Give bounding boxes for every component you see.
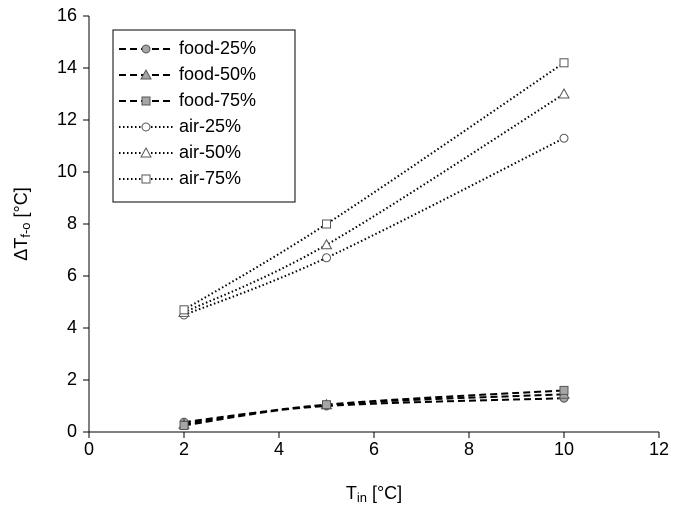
series-line xyxy=(183,61,565,311)
y-tick-label: 2 xyxy=(67,369,77,389)
y-tick-label: 12 xyxy=(57,109,77,129)
legend-label: air-50% xyxy=(179,142,241,162)
legend-label: air-25% xyxy=(179,116,241,136)
marker xyxy=(179,421,189,430)
series-line xyxy=(183,393,565,426)
y-tick-label: 8 xyxy=(67,213,77,233)
x-tick-label: 2 xyxy=(179,439,189,459)
y-label-unit: [°C] xyxy=(11,187,31,222)
marker xyxy=(320,238,333,250)
marker xyxy=(140,68,152,80)
legend-label: food-75% xyxy=(179,90,256,110)
legend-label: food-50% xyxy=(179,64,256,84)
series-line xyxy=(183,397,565,424)
marker xyxy=(559,133,569,143)
marker xyxy=(141,96,151,106)
y-label-main: ΔT xyxy=(11,238,31,261)
y-tick-label: 6 xyxy=(67,265,77,285)
y-tick-label: 16 xyxy=(57,5,77,25)
x-tick-label: 4 xyxy=(274,439,284,459)
x-tick-label: 8 xyxy=(464,439,474,459)
series-line xyxy=(183,93,565,314)
legend-box xyxy=(112,29,296,203)
x-label-sub: in xyxy=(357,490,367,505)
y-label-sub: f-o xyxy=(18,223,33,238)
y-tick-label: 4 xyxy=(67,317,77,337)
marker xyxy=(559,58,569,68)
legend-label: air-75% xyxy=(179,168,241,188)
x-label-main: T xyxy=(346,483,357,503)
marker xyxy=(179,305,189,315)
marker xyxy=(558,87,570,99)
marker xyxy=(322,400,331,410)
y-tick-label: 0 xyxy=(67,421,77,441)
x-tick-label: 12 xyxy=(649,439,669,459)
marker xyxy=(322,253,331,263)
x-axis-label: Tin [°C] xyxy=(346,483,402,506)
marker xyxy=(141,44,151,54)
y-tick-label: 14 xyxy=(57,57,77,77)
marker xyxy=(140,146,152,158)
legend-label: food-25% xyxy=(179,38,256,58)
y-tick-label: 10 xyxy=(57,161,77,181)
x-label-unit: [°C] xyxy=(367,483,402,503)
x-tick-label: 10 xyxy=(554,439,574,459)
marker xyxy=(322,219,331,229)
series-line xyxy=(183,389,565,427)
marker xyxy=(559,385,569,395)
y-axis-label: ΔTf-o [°C] xyxy=(11,187,34,260)
x-tick-label: 0 xyxy=(84,439,94,459)
marker xyxy=(141,122,151,132)
marker xyxy=(141,174,151,184)
x-tick-label: 6 xyxy=(369,439,379,459)
